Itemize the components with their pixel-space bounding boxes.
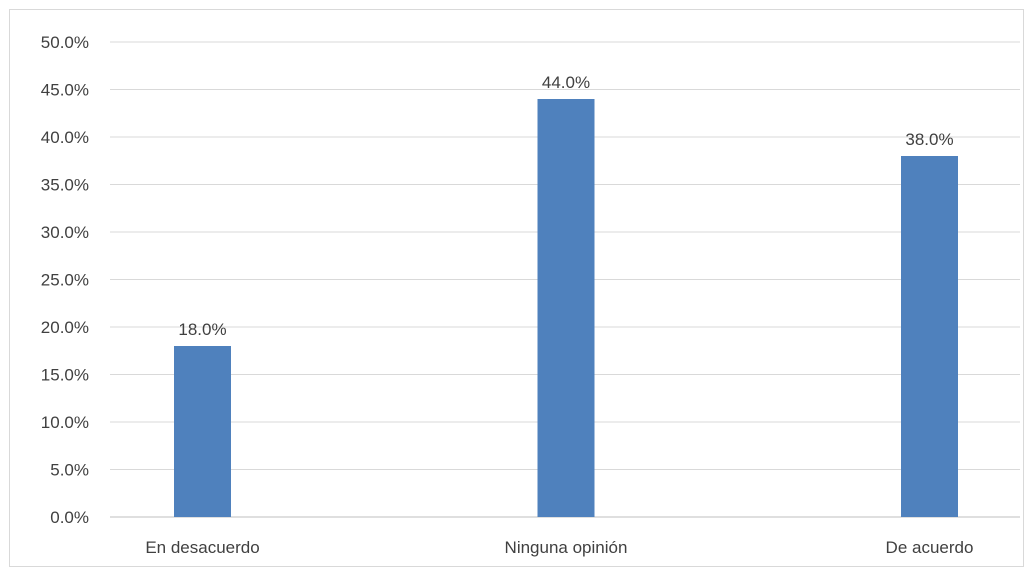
x-axis-category-labels: En desacuerdo Ninguna opinión De acuerdo [145, 538, 973, 557]
bar-value-label: 38.0% [905, 130, 953, 149]
y-tick-label: 10.0% [41, 413, 89, 432]
x-category-label: De acuerdo [886, 538, 974, 557]
y-tick-label: 45.0% [41, 81, 89, 100]
y-tick-label: 40.0% [41, 128, 89, 147]
y-tick-label: 30.0% [41, 223, 89, 242]
bar [901, 156, 958, 517]
y-axis-tick-labels: 0.0% 5.0% 10.0% 15.0% 20.0% 25.0% 30.0% 35.0% 40… [41, 33, 89, 527]
y-tick-label: 25.0% [41, 271, 89, 290]
y-tick-label: 0.0% [50, 508, 89, 527]
x-category-label: Ninguna opinión [505, 538, 628, 557]
y-tick-label: 50.0% [41, 33, 89, 52]
data-labels: 18.0% 44.0% 38.0% [178, 73, 953, 339]
bar [537, 99, 595, 517]
y-tick-label: 5.0% [50, 461, 89, 480]
x-category-label: En desacuerdo [145, 538, 259, 557]
bar-value-label: 18.0% [178, 320, 226, 339]
bar-value-label: 44.0% [542, 73, 590, 92]
bars [174, 99, 958, 517]
y-tick-label: 20.0% [41, 318, 89, 337]
y-tick-label: 15.0% [41, 366, 89, 385]
y-tick-label: 35.0% [41, 176, 89, 195]
bar [174, 346, 231, 517]
